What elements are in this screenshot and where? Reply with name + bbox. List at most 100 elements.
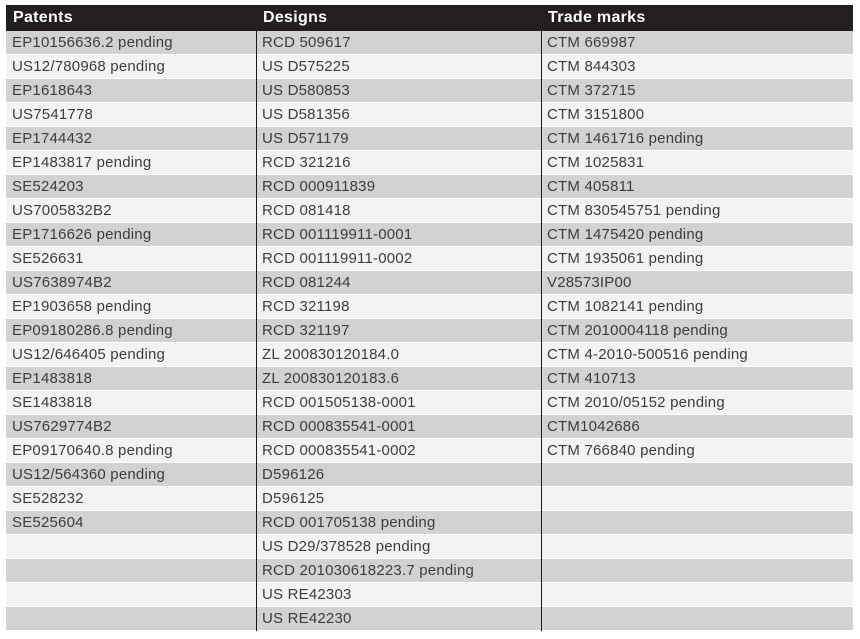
cell-trade-marks-21 xyxy=(541,511,853,534)
table-row: EP1483817 pending RCD 321216 CTM 1025831 xyxy=(6,151,853,175)
cell-designs-12: RCD 321198 xyxy=(262,298,350,315)
cell-patents-8: US7005832B2 xyxy=(12,202,112,219)
table-row: US D29/378528 pending xyxy=(6,535,853,559)
cell-designs-7: RCD 000911839 xyxy=(262,178,376,195)
column-header-patents: Patents xyxy=(13,9,73,26)
table-row: US RE42230 xyxy=(6,607,853,631)
cell-designs-17: RCD 000835541-0001 xyxy=(262,418,416,435)
table-row: US RE42303 xyxy=(6,583,853,607)
cell-patents-7: SE524203 xyxy=(12,178,84,195)
cell-designs-16: RCD 001505138-0001 xyxy=(262,394,416,411)
cell-patents-15: EP1483818 xyxy=(12,370,93,387)
cell-patents-12: EP1903658 pending xyxy=(12,298,152,315)
cell-trade-marks-25 xyxy=(541,607,853,630)
cell-trade-marks-13: CTM 2010004118 pending xyxy=(547,322,728,339)
cell-patents-17: US7629774B2 xyxy=(12,418,112,435)
cell-trade-marks-24 xyxy=(541,583,853,606)
table-row: SE528232 D596125 xyxy=(6,487,853,511)
cell-trade-marks-17: CTM1042686 xyxy=(547,418,640,435)
cell-designs-24: US RE42303 xyxy=(262,586,352,603)
cell-trade-marks-4: CTM 3151800 xyxy=(547,106,645,123)
table-row: SE525604 RCD 001705138 pending xyxy=(6,511,853,535)
cell-designs-2: US D575225 xyxy=(262,58,350,75)
cell-trade-marks-16: CTM 2010/05152 pending xyxy=(547,394,725,411)
table-row: SE526631 RCD 001119911-0002 CTM 1935061 pe… xyxy=(6,247,853,271)
cell-patents-3: EP1618643 xyxy=(12,82,93,99)
cell-designs-6: RCD 321216 xyxy=(262,154,351,171)
cell-designs-13: RCD 321197 xyxy=(262,322,350,339)
table-row: SE524203 RCD 000911839 CTM 405811 xyxy=(6,175,853,199)
cell-trade-marks-9: CTM 1475420 pending xyxy=(547,226,704,243)
column-header-designs: Designs xyxy=(263,9,328,26)
cell-designs-18: RCD 000835541-0002 xyxy=(262,442,416,459)
cell-designs-8: RCD 081418 xyxy=(262,202,351,219)
table-row: US7005832B2 RCD 081418 CTM 830545751 pendi… xyxy=(6,199,853,223)
cell-trade-marks-22 xyxy=(541,535,853,558)
cell-trade-marks-5: CTM 1461716 pending xyxy=(547,130,704,147)
table-row: US12/646405 pending ZL 200830120184.0 CTM … xyxy=(6,343,853,367)
cell-trade-marks-14: CTM 4-2010-500516 pending xyxy=(547,346,748,363)
cell-trade-marks-6: CTM 1025831 xyxy=(547,154,645,171)
cell-designs-11: RCD 081244 xyxy=(262,274,351,291)
cell-designs-3: US D580853 xyxy=(262,82,350,99)
ip-rights-table: Patents Designs Trade marks EP10156636.2… xyxy=(6,5,853,631)
cell-patents-19: US12/564360 pending xyxy=(12,466,166,483)
cell-designs-10: RCD 001119911-0002 xyxy=(262,250,413,267)
cell-designs-9: RCD 001119911-0001 xyxy=(262,226,413,243)
cell-patents-22 xyxy=(6,535,256,558)
cell-patents-24 xyxy=(6,583,256,606)
cell-trade-marks-1: CTM 669987 xyxy=(547,34,636,51)
cell-trade-marks-2: CTM 844303 xyxy=(547,58,636,75)
table-row: EP1618643 US D580853 CTM 372715 xyxy=(6,79,853,103)
column-divider xyxy=(541,31,542,631)
cell-trade-marks-18: CTM 766840 pending xyxy=(547,442,695,459)
table-row: US12/780968 pending US D575225 CTM 844303 xyxy=(6,55,853,79)
cell-designs-1: RCD 509617 xyxy=(262,34,351,51)
table-row: EP1744432 US D571179 CTM 1461716 pending xyxy=(6,127,853,151)
cell-patents-9: EP1716626 pending xyxy=(12,226,152,243)
cell-trade-marks-10: CTM 1935061 pending xyxy=(547,250,704,267)
table-row: SE1483818 RCD 001505138-0001 CTM 2010/0515… xyxy=(6,391,853,415)
cell-patents-25 xyxy=(6,607,256,630)
cell-patents-18: EP09170640.8 pending xyxy=(12,442,173,459)
cell-patents-21: SE525604 xyxy=(12,514,84,531)
cell-designs-23: RCD 201030618223.7 pending xyxy=(262,562,475,579)
cell-designs-5: US D571179 xyxy=(262,130,349,147)
cell-trade-marks-8: CTM 830545751 pending xyxy=(547,202,721,219)
cell-designs-4: US D581356 xyxy=(262,106,350,123)
cell-designs-20: D596125 xyxy=(262,490,325,507)
cell-trade-marks-11: V28573IP00 xyxy=(547,274,632,291)
cell-patents-6: EP1483817 pending xyxy=(12,154,152,171)
table-row: EP1903658 pending RCD 321198 CTM 1082141 p… xyxy=(6,295,853,319)
cell-designs-14: ZL 200830120184.0 xyxy=(262,346,400,363)
cell-designs-19: D596126 xyxy=(262,466,325,483)
cell-patents-23 xyxy=(6,559,256,582)
column-divider xyxy=(256,31,257,631)
cell-trade-marks-19 xyxy=(541,463,853,486)
cell-trade-marks-12: CTM 1082141 pending xyxy=(547,298,704,315)
cell-patents-14: US12/646405 pending xyxy=(12,346,166,363)
table-row: US7541778 US D581356 CTM 3151800 xyxy=(6,103,853,127)
cell-patents-4: US7541778 xyxy=(12,106,94,123)
table-row: EP09170640.8 pending RCD 000835541-0002 CT… xyxy=(6,439,853,463)
table-body: EP10156636.2 pending RCD 509617 CTM 669987… xyxy=(6,31,853,631)
table-row: US12/564360 pending D596126 xyxy=(6,463,853,487)
cell-patents-10: SE526631 xyxy=(12,250,84,267)
cell-patents-11: US7638974B2 xyxy=(12,274,112,291)
column-header-trade-marks: Trade marks xyxy=(548,9,646,26)
cell-patents-13: EP09180286.8 pending xyxy=(12,322,173,339)
table-row: EP10156636.2 pending RCD 509617 CTM 669987 xyxy=(6,31,853,55)
table-row: EP1483818 ZL 200830120183.6 CTM 410713 xyxy=(6,367,853,391)
cell-trade-marks-3: CTM 372715 xyxy=(547,82,636,99)
cell-designs-15: ZL 200830120183.6 xyxy=(262,370,400,387)
cell-designs-22: US D29/378528 pending xyxy=(262,538,431,555)
table-row: EP1716626 pending RCD 001119911-0001 CTM 1… xyxy=(6,223,853,247)
cell-patents-20: SE528232 xyxy=(12,490,84,507)
cell-patents-5: EP1744432 xyxy=(12,130,93,147)
table-row: US7638974B2 RCD 081244 V28573IP00 xyxy=(6,271,853,295)
cell-trade-marks-15: CTM 410713 xyxy=(547,370,636,387)
table-row: RCD 201030618223.7 pending xyxy=(6,559,853,583)
table-header-row: Patents Designs Trade marks xyxy=(6,5,853,31)
cell-patents-16: SE1483818 xyxy=(12,394,93,411)
cell-designs-25: US RE42230 xyxy=(262,610,352,627)
